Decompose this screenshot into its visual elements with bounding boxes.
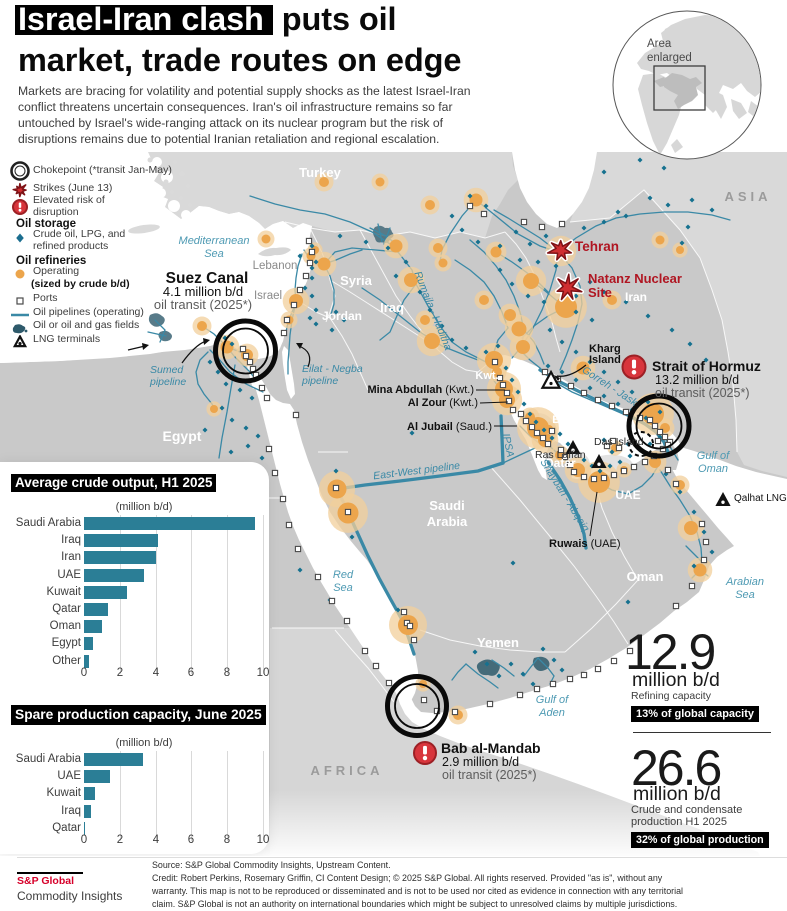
svg-text:Al Zour (Kwt.): Al Zour (Kwt.)	[408, 397, 478, 409]
svg-text:Al Jubail (Saud.): Al Jubail (Saud.)	[407, 421, 492, 433]
svg-text:Iraq: Iraq	[380, 300, 404, 315]
svg-text:Sea: Sea	[333, 582, 353, 594]
svg-text:ASIA: ASIA	[724, 189, 771, 204]
svg-text:13.2 million b/d: 13.2 million b/d	[655, 373, 739, 387]
svg-text:Area: Area	[647, 38, 672, 50]
svg-text:Sumed: Sumed	[150, 364, 184, 376]
svg-text:Arabia: Arabia	[427, 514, 468, 529]
svg-text:IPSA: IPSA	[500, 432, 517, 458]
svg-text:Qatar: Qatar	[544, 456, 576, 470]
svg-text:Yemen: Yemen	[477, 635, 519, 650]
svg-text:2.9 million b/d: 2.9 million b/d	[442, 755, 519, 769]
svg-text:Kwt.: Kwt.	[475, 370, 498, 382]
svg-text:Sea: Sea	[735, 589, 755, 601]
svg-text:Site: Site	[588, 285, 612, 300]
svg-text:Eilat - Negba: Eilat - Negba	[302, 363, 363, 375]
svg-text:Mediterranean: Mediterranean	[179, 235, 250, 247]
svg-text:Oman: Oman	[698, 463, 728, 475]
svg-text:Kharg: Kharg	[589, 343, 621, 355]
svg-text:Ras Laffan: Ras Laffan	[535, 449, 586, 461]
svg-text:Jordan: Jordan	[322, 309, 362, 323]
svg-text:Syria: Syria	[340, 273, 373, 288]
svg-text:pipeline: pipeline	[301, 375, 338, 387]
svg-text:Lebanon: Lebanon	[253, 260, 298, 272]
svg-text:Aden: Aden	[538, 707, 565, 719]
svg-text:pipeline: pipeline	[149, 376, 186, 388]
svg-text:Strait of Hormuz: Strait of Hormuz	[652, 358, 761, 374]
svg-text:Suez Canal: Suez Canal	[166, 270, 249, 287]
svg-text:Natanz Nuclear: Natanz Nuclear	[588, 271, 682, 286]
svg-text:Turkey: Turkey	[299, 165, 341, 180]
svg-text:Saudi: Saudi	[429, 498, 464, 513]
svg-text:Oman: Oman	[627, 569, 664, 584]
svg-text:UAE: UAE	[615, 488, 640, 502]
svg-text:Egypt: Egypt	[163, 428, 202, 444]
svg-text:oil transit (2025*): oil transit (2025*)	[655, 386, 750, 400]
svg-text:AFRICA: AFRICA	[310, 763, 383, 778]
svg-text:enlarged: enlarged	[647, 52, 692, 64]
svg-text:4.1 million b/d: 4.1 million b/d	[163, 284, 243, 299]
svg-text:Das Island: Das Island	[594, 436, 644, 448]
svg-text:Ruwais (UAE): Ruwais (UAE)	[549, 538, 621, 550]
svg-text:oil transit (2025*): oil transit (2025*)	[154, 297, 252, 312]
svg-text:Arabian: Arabian	[725, 576, 764, 588]
svg-text:Tehran: Tehran	[575, 239, 619, 254]
svg-text:Bahr.: Bahr.	[552, 414, 580, 426]
svg-text:Island: Island	[589, 354, 621, 366]
svg-text:Gulf of: Gulf of	[697, 450, 730, 462]
svg-text:Israel: Israel	[254, 290, 282, 302]
svg-text:Red: Red	[333, 569, 354, 581]
svg-text:Qalhat LNG: Qalhat LNG	[734, 493, 787, 504]
svg-text:Iran: Iran	[625, 290, 647, 304]
svg-text:Sea: Sea	[204, 248, 224, 260]
svg-text:Bab al-Mandab: Bab al-Mandab	[441, 740, 541, 756]
svg-text:Gulf of: Gulf of	[536, 694, 569, 706]
svg-text:oil transit (2025*): oil transit (2025*)	[442, 768, 537, 782]
svg-text:Mina Abdullah (Kwt.): Mina Abdullah (Kwt.)	[367, 384, 474, 396]
